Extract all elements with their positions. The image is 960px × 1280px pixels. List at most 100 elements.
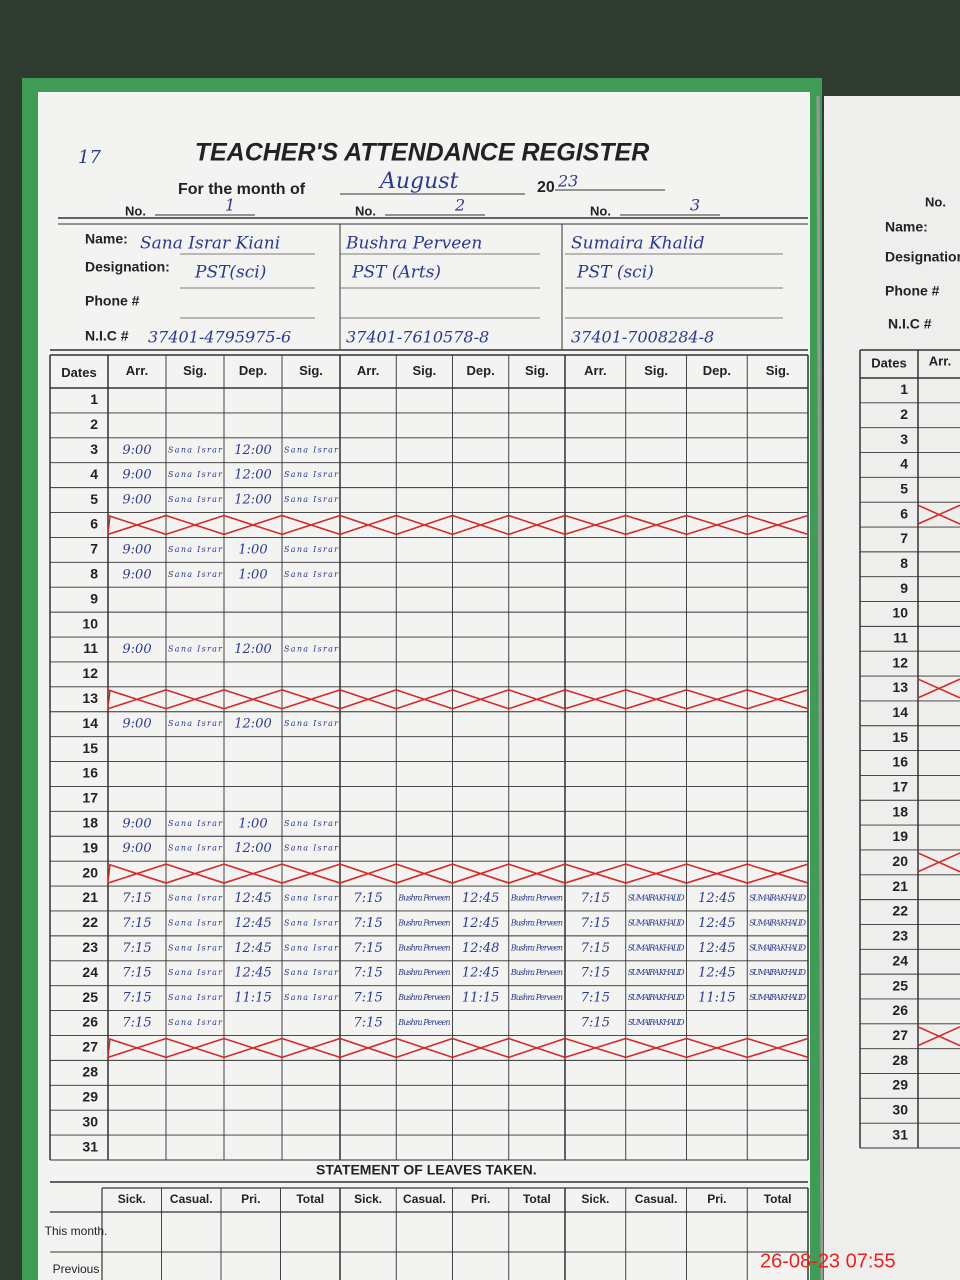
teacher-nic: 37401-7610578-8 [346, 328, 489, 347]
year: 23 [557, 172, 578, 191]
teacher-name: Bushra Perveen [345, 234, 482, 254]
time: 7:15 [122, 966, 151, 981]
cross-out [339, 863, 397, 884]
date: 28 [892, 1052, 908, 1068]
signature: Sana Israr [168, 719, 223, 728]
name-label: Name: [85, 231, 128, 247]
date: 17 [892, 779, 908, 795]
signature: Sana Israr [168, 894, 223, 903]
date: 1 [900, 381, 908, 397]
column-header: Dep. [703, 363, 731, 378]
date: 26 [892, 1002, 908, 1018]
time: 7:15 [581, 891, 610, 906]
time: 12:45 [698, 966, 735, 981]
phone-label: Phone # [85, 293, 140, 309]
time: 12:45 [462, 891, 499, 906]
cross-out [625, 1037, 687, 1059]
month: August [378, 169, 459, 194]
cross-out [339, 514, 397, 536]
no-label: No. [125, 203, 146, 218]
time: 12:45 [698, 891, 735, 906]
no-label: No. [590, 203, 611, 218]
date: 20 [82, 864, 98, 880]
date: 23 [892, 928, 908, 944]
leaves-column: Pri. [241, 1192, 260, 1206]
leaves-row: Previous [53, 1262, 100, 1276]
cross-out [281, 1037, 341, 1059]
teacher-designation: PST(sci) [194, 263, 266, 283]
signature: Bushra Perveen [510, 968, 563, 977]
leaves-column: Pri. [471, 1192, 490, 1206]
date: 29 [82, 1088, 98, 1104]
date: 4 [90, 466, 98, 482]
cross-out [564, 863, 626, 884]
date: 21 [82, 889, 98, 905]
cross-out [686, 514, 748, 536]
date: 24 [82, 964, 98, 980]
time: 9:00 [122, 468, 151, 483]
date: 25 [82, 989, 98, 1005]
time: 7:15 [354, 941, 383, 956]
cross-out [223, 1037, 283, 1059]
time: 12:00 [234, 493, 271, 508]
date: 10 [82, 615, 98, 631]
signature: SUMAIRA KHALID [628, 993, 685, 1002]
left-page [38, 92, 810, 1280]
time: 7:15 [122, 941, 151, 956]
date: 24 [892, 952, 908, 968]
signature: SUMAIRA KHALID [628, 894, 685, 903]
name-label: Name: [885, 219, 928, 235]
date: 23 [82, 939, 98, 955]
signature: SUMAIRA KHALID [749, 968, 806, 977]
column-header: Sig. [183, 363, 207, 378]
date: 21 [892, 878, 908, 894]
date: 5 [90, 491, 98, 507]
signature: Sana Israr [284, 570, 339, 579]
signature: Bushra Perveen [397, 993, 450, 1002]
leaves-column: Casual. [403, 1192, 446, 1206]
time: 12:00 [234, 443, 271, 458]
date: 6 [90, 516, 98, 532]
signature: Sana Israr [168, 545, 223, 554]
date: 18 [82, 815, 98, 831]
leaves-column: Total [296, 1192, 324, 1206]
year-prefix: 20 [537, 179, 555, 196]
cross-out [452, 863, 510, 884]
signature: SUMAIRA KHALID [749, 993, 806, 1002]
signature: SUMAIRA KHALID [628, 1018, 685, 1027]
time: 9:00 [122, 443, 151, 458]
signature: Sana Israr [284, 545, 339, 554]
cross-out [223, 514, 283, 536]
signature: Sana Israr [168, 918, 223, 927]
date: 12 [892, 654, 908, 670]
leaves-column: Sick. [354, 1192, 382, 1206]
time: 7:15 [581, 916, 610, 931]
date: 5 [900, 480, 908, 496]
cross-out [395, 1037, 453, 1059]
time: 7:15 [122, 1016, 151, 1031]
date: 28 [82, 1064, 98, 1080]
cross-out [107, 1037, 167, 1059]
time: 9:00 [122, 542, 151, 557]
cross-out [917, 504, 960, 525]
time: 1:00 [238, 542, 267, 557]
column-header: Sig. [766, 363, 790, 378]
cross-out [339, 1037, 397, 1059]
cross-out [165, 1037, 225, 1059]
cross-out [339, 689, 397, 710]
date: 20 [892, 853, 908, 869]
cross-out [281, 514, 341, 536]
leaves-column: Casual. [635, 1192, 678, 1206]
signature: Sana Israr [284, 470, 339, 479]
column-header: Arr. [584, 363, 606, 378]
date: 2 [90, 416, 98, 432]
date: 11 [893, 630, 908, 646]
date: 30 [82, 1113, 98, 1129]
time: 9:00 [122, 816, 151, 831]
signature: Sana Israr [168, 1018, 223, 1027]
signature: SUMAIRA KHALID [628, 968, 685, 977]
cross-out [747, 514, 809, 536]
signature: Bushra Perveen [397, 1018, 450, 1027]
date: 2 [900, 406, 908, 422]
cross-out [395, 514, 453, 536]
